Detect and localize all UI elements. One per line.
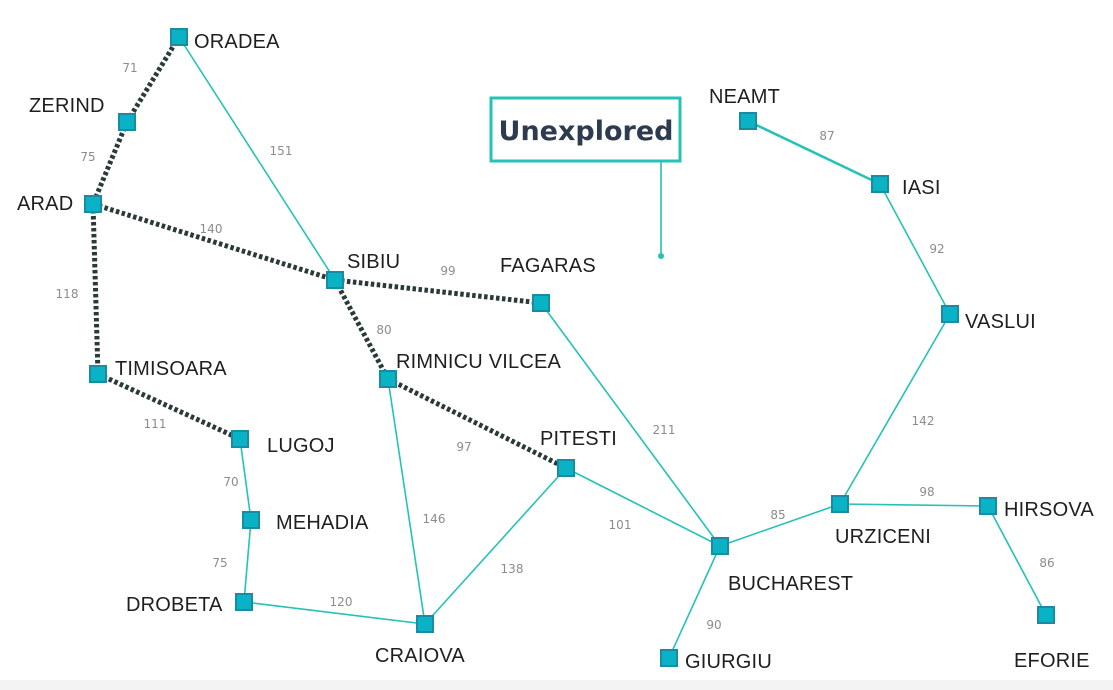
city-label-arad: ARAD: [17, 193, 73, 215]
city-label-vaslui: VASLUI: [965, 311, 1036, 333]
road-hirsova-eforie: [987, 505, 1047, 616]
distance-label-mehadia-drobeta: 75: [212, 556, 227, 570]
distance-label-urziceni-vaslui: 142: [912, 414, 935, 428]
road-oradea-zerind: [124, 35, 182, 124]
legend-pointer-dot: [658, 253, 664, 259]
distance-label-arad-timisoara: 118: [56, 287, 79, 301]
city-label-bucharest: BUCHAREST: [728, 573, 853, 595]
city-node-vaslui[interactable]: [941, 305, 959, 323]
road-vaslui-iasi: [879, 183, 951, 315]
road-bucharest-giurgiu: [668, 545, 721, 659]
road-iasi-neamt: [747, 119, 881, 186]
city-label-neamt: NEAMT: [709, 86, 780, 108]
city-label-craiova: CRAIOVA: [375, 645, 465, 667]
city-node-giurgiu[interactable]: [660, 649, 678, 667]
city-node-oradea[interactable]: [170, 28, 188, 46]
road-rimnicu-pitesti: [386, 376, 568, 471]
road-pitesti-bucharest: [565, 467, 721, 547]
city-label-oradea: ORADEA: [194, 31, 280, 53]
distance-label-rimnicu-pitesti: 97: [456, 440, 471, 454]
road-mehadia-drobeta: [243, 519, 252, 603]
city-node-arad[interactable]: [84, 195, 102, 213]
city-node-drobeta[interactable]: [235, 593, 253, 611]
roads-layer: [90, 35, 1047, 659]
distance-label-fagaras-bucharest: 211: [653, 423, 676, 437]
city-label-mehadia: MEHADIA: [276, 512, 369, 534]
city-node-hirsova[interactable]: [979, 497, 997, 515]
city-node-zerind[interactable]: [118, 113, 136, 131]
city-label-sibiu: SIBIU: [347, 251, 400, 273]
distance-label-oradea-zerind: 71: [122, 61, 137, 75]
city-label-fagaras: FAGARAS: [500, 255, 596, 277]
city-node-rimnicu[interactable]: [379, 370, 397, 388]
bottom-strip: [0, 680, 1113, 690]
distance-labels-layer: 71 75 151 140 118 111 70 75 120 99 80 97 146 138 211 10…: [56, 61, 1055, 632]
distance-label-urziceni-hirsova: 98: [919, 485, 934, 499]
distance-label-bucharest-giurgiu: 90: [706, 618, 721, 632]
city-label-pitesti: PITESTI: [540, 428, 617, 450]
road-oradea-sibiu: [178, 36, 336, 281]
city-node-timisoara[interactable]: [89, 365, 107, 383]
road-craiova-pitesti: [424, 467, 567, 625]
distance-label-vaslui-iasi: 92: [929, 242, 944, 256]
road-sibiu-rimnicu: [332, 278, 391, 381]
road-urziceni-hirsova: [839, 503, 989, 507]
road-drobeta-craiova: [243, 601, 426, 625]
road-lugoj-mehadia: [239, 438, 252, 521]
city-node-bucharest[interactable]: [711, 537, 729, 555]
city-node-sibiu[interactable]: [326, 271, 344, 289]
road-urziceni-vaslui: [839, 313, 951, 505]
city-node-urziceni[interactable]: [831, 495, 849, 513]
road-fagaras-bucharest: [540, 302, 721, 547]
city-node-lugoj[interactable]: [231, 430, 249, 448]
distance-label-iasi-neamt: 87: [819, 129, 834, 143]
city-label-timisoara: TIMISOARA: [115, 358, 227, 380]
road-timisoara-lugoj: [96, 371, 242, 442]
cities-layer: [84, 28, 1055, 667]
city-label-rimnicu: RIMNICU VILCEA: [396, 351, 562, 373]
city-label-urziceni: URZICENI: [835, 526, 931, 548]
city-node-craiova[interactable]: [416, 615, 434, 633]
distance-label-lugoj-mehadia: 70: [223, 475, 238, 489]
distance-label-pitesti-bucharest: 101: [609, 518, 632, 532]
city-label-lugoj: LUGOJ: [267, 435, 335, 457]
distance-label-hirsova-eforie: 86: [1039, 556, 1054, 570]
distance-label-craiova-pitesti: 138: [501, 562, 524, 576]
city-node-mehadia[interactable]: [242, 511, 260, 529]
city-node-eforie[interactable]: [1037, 606, 1055, 624]
road-rimnicu-craiova: [387, 378, 426, 625]
city-label-giurgiu: GIURGIU: [685, 651, 772, 673]
distance-label-zerind-arad: 75: [80, 150, 95, 164]
city-label-drobeta: DROBETA: [126, 594, 223, 616]
legend-label: Unexplored: [499, 116, 674, 147]
distance-label-bucharest-urziceni: 85: [770, 508, 785, 522]
legend-unexplored: Unexplored: [489, 96, 682, 259]
distance-label-arad-sibiu: 140: [200, 222, 223, 236]
road-zerind-arad: [90, 121, 130, 205]
city-label-eforie: EFORIE: [1014, 650, 1090, 672]
city-label-hirsova: HIRSOVA: [1004, 499, 1094, 521]
distance-label-rimnicu-craiova: 146: [423, 512, 446, 526]
city-node-iasi[interactable]: [871, 175, 889, 193]
city-node-neamt[interactable]: [739, 112, 757, 130]
distance-label-timisoara-lugoj: 111: [144, 417, 167, 431]
distance-label-sibiu-rimnicu: 80: [376, 323, 391, 337]
legend-box: [489, 96, 682, 163]
road-bucharest-urziceni: [719, 503, 841, 547]
road-arad-sibiu: [92, 201, 336, 283]
city-node-pitesti[interactable]: [557, 459, 575, 477]
distance-label-sibiu-fagaras: 99: [440, 264, 455, 278]
distance-label-drobeta-craiova: 120: [330, 595, 353, 609]
road-sibiu-fagaras: [334, 277, 542, 306]
city-labels-layer: ORADEA ZERIND ARAD TIMISOARA LUGOJ MEHADIA DRO…: [17, 31, 1094, 673]
city-label-iasi: IASI: [902, 177, 941, 199]
road-arad-timisoara: [90, 203, 101, 375]
distance-label-oradea-sibiu: 151: [270, 144, 293, 158]
city-label-zerind: ZERIND: [29, 95, 105, 117]
city-node-fagaras[interactable]: [532, 294, 550, 312]
